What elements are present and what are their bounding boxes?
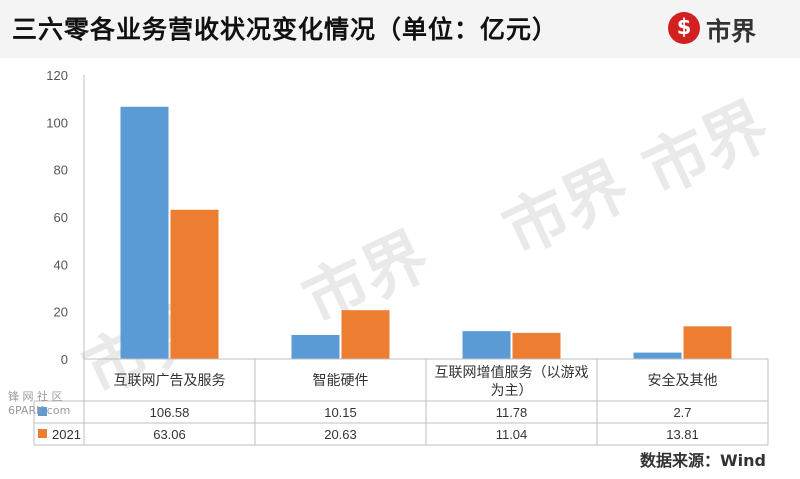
legend-label: 2021 — [52, 427, 81, 442]
x-tick-label: 智能硬件 — [313, 373, 369, 389]
data-label: 2.7 — [673, 405, 691, 420]
logo-text: 市界 — [706, 17, 757, 46]
x-tick-label: 互联网增值服务（以游戏 — [435, 365, 589, 381]
source-note: 数据来源：Wind — [640, 451, 766, 470]
bar-chart: 0 20 40 60 80 100 120 互联网广告及服务 智能硬件 互联网增值服务（以游戏为主… — [33, 68, 769, 446]
data-label: 106.58 — [150, 405, 190, 420]
logo-symbol: $ — [676, 15, 692, 39]
data-label: 10.15 — [324, 405, 357, 420]
title-bar: 三六零各业务营收状况变化情况（单位：亿元） $ 市界 — [0, 0, 800, 58]
x-tick-label: 安全及其他 — [648, 372, 718, 389]
x-tick-label: 为主） — [491, 383, 533, 399]
chart-title: 三六零各业务营收状况变化情况（单位：亿元） — [12, 15, 559, 44]
bar-series-b — [683, 326, 732, 359]
y-tick-label: 20 — [54, 305, 68, 320]
bar-series-a — [291, 334, 340, 359]
data-label: 11.78 — [496, 405, 528, 420]
side-watermark-line: 6PARK.com — [8, 404, 71, 417]
chart-area: 市界 市界 市界 市界 020406080100120互联网广告及服务智能硬件互… — [0, 58, 800, 479]
side-watermark-line: 锋 网 社 区 — [8, 390, 63, 403]
legend-swatch — [38, 429, 47, 438]
y-tick-label: 120 — [46, 68, 68, 83]
y-tick-label: 100 — [46, 115, 68, 130]
bar-series-a — [633, 352, 682, 359]
bar-series-a — [462, 331, 511, 359]
x-tick-label: 互联网广告及服务 — [114, 373, 226, 389]
bar-series-b — [170, 209, 219, 359]
legend-swatch — [38, 407, 47, 416]
data-label: 63.06 — [153, 427, 186, 442]
y-tick-label: 60 — [54, 210, 68, 225]
bar-series-a — [120, 106, 169, 359]
brand-logo: $ 市界 — [668, 12, 788, 46]
side-watermark: 锋 网 社 区 6PARK.com — [8, 390, 70, 418]
y-tick-label: 40 — [54, 257, 68, 272]
data-label: 20.63 — [324, 427, 357, 442]
bar-series-b — [341, 310, 390, 359]
data-label: 11.04 — [496, 427, 528, 442]
data-label: 13.81 — [666, 427, 699, 442]
bar-series-b — [512, 332, 561, 359]
y-tick-label: 80 — [54, 163, 68, 178]
y-tick-label: 0 — [61, 352, 68, 367]
logo-icon: $ — [668, 12, 700, 44]
